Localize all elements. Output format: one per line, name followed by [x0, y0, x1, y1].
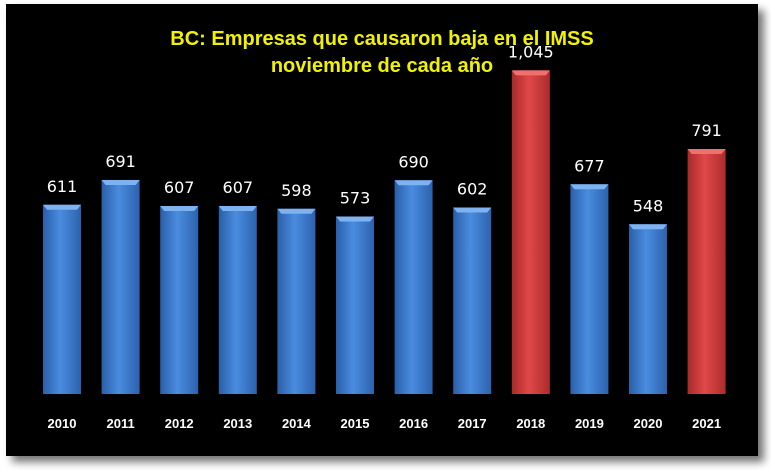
x-axis-ticks-group: 2010 2011 2012 2013 2014 2015 2016 2017 2018 2019… — [48, 416, 722, 431]
value-label-2012: 607 — [164, 178, 195, 197]
x-tick-2021: 2021 — [692, 416, 721, 431]
chart-frame: BC: Empresas que causaron baja en el IMS… — [6, 4, 758, 456]
bar-2018 — [511, 70, 550, 395]
bar-2019 — [570, 184, 609, 394]
x-tick-2020: 2020 — [634, 416, 663, 431]
chart-subtitle: noviembre de cada año — [270, 55, 494, 77]
chart-title-line: BC: Empresas que causaron baja en el IMS… — [170, 28, 594, 50]
bar-2012 — [160, 205, 199, 394]
bar-bevel-2021 — [687, 149, 726, 154]
bar-2014 — [277, 208, 316, 394]
x-tick-2010: 2010 — [48, 416, 77, 431]
value-label-2015: 573 — [340, 189, 371, 208]
bar-2013 — [218, 205, 257, 394]
x-tick-2015: 2015 — [341, 416, 370, 431]
bar-2015 — [336, 216, 374, 394]
bar-2011 — [101, 179, 140, 394]
x-tick-2012: 2012 — [165, 416, 194, 431]
x-tick-2016: 2016 — [399, 416, 428, 431]
bar-2020 — [629, 224, 667, 394]
value-label-2010: 611 — [47, 177, 78, 196]
x-tick-2017: 2017 — [458, 416, 487, 431]
bar-chart: 611 691 607 607 598 573 690 602 1,045 677 548 791 2… — [43, 42, 726, 431]
value-label-2018: 1,045 — [508, 42, 554, 61]
x-tick-2011: 2011 — [106, 416, 134, 431]
bar-bevel-2014 — [277, 208, 316, 214]
x-tick-2014: 2014 — [282, 416, 312, 431]
value-label-2020: 548 — [633, 196, 664, 215]
x-tick-2013: 2013 — [223, 416, 252, 431]
bars-group — [43, 70, 726, 395]
value-label-2021: 791 — [691, 121, 722, 140]
bar-bevel-2018 — [511, 70, 550, 76]
bar-bevel-2012 — [160, 205, 199, 211]
value-label-2011: 691 — [105, 152, 136, 171]
bar-bevel-2011 — [101, 179, 140, 185]
bar-2021 — [687, 149, 726, 394]
x-tick-2018: 2018 — [516, 416, 545, 431]
bar-bevel-2016 — [394, 180, 433, 186]
bar-bevel-2020 — [629, 224, 667, 230]
chart-title: BC: Empresas que causaron baja en el IMS… — [6, 26, 758, 80]
value-labels-group: 611 691 607 607 598 573 690 602 1,045 677 548 791 — [47, 42, 722, 215]
x-tick-2019: 2019 — [575, 416, 604, 431]
bar-bevel-2015 — [336, 216, 374, 222]
bar-2010 — [43, 204, 81, 394]
value-label-2013: 607 — [223, 178, 254, 197]
value-label-2019: 677 — [574, 156, 605, 175]
bar-bevel-2013 — [218, 205, 257, 211]
bar-2017 — [453, 207, 492, 394]
bar-bevel-2019 — [570, 184, 609, 190]
value-label-2017: 602 — [457, 180, 488, 199]
value-label-2016: 690 — [398, 152, 429, 171]
bar-bevel-2010 — [43, 204, 81, 210]
value-label-2014: 598 — [281, 181, 312, 200]
bar-2016 — [394, 180, 433, 394]
bar-bevel-2017 — [453, 207, 492, 213]
